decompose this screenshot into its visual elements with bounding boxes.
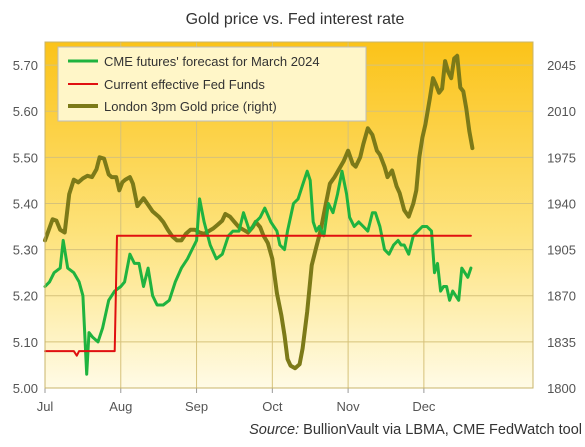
series-line-fed-funds xyxy=(44,234,472,357)
x-tick-label: Dec xyxy=(412,399,436,414)
legend-label-fed-funds: Current effective Fed Funds xyxy=(104,77,265,92)
y-right-tick-label: 2010 xyxy=(547,104,576,119)
y-left-tick-label: 5.00 xyxy=(13,381,38,396)
chart-title: Gold price vs. Fed interest rate xyxy=(186,11,405,28)
series-line-gold-price xyxy=(43,53,475,371)
y-right-tick-label: 1940 xyxy=(547,196,576,211)
y-left-tick-label: 5.70 xyxy=(13,58,38,73)
legend: CME futures' forecast for March 2024 Cur… xyxy=(57,46,367,122)
source-text: BullionVault via LBMA, CME FedWatch tool xyxy=(299,422,582,438)
legend-label-gold-price: London 3pm Gold price (right) xyxy=(104,99,277,114)
y-right-tick-label: 1975 xyxy=(547,150,576,165)
y-left-tick-label: 5.40 xyxy=(13,196,38,211)
series-layer xyxy=(43,53,475,376)
plot-frame xyxy=(44,41,534,389)
y-left-tick-label: 5.20 xyxy=(13,289,38,304)
y-left-tick-label: 5.10 xyxy=(13,335,38,350)
x-tick-label: Nov xyxy=(337,399,361,414)
y-left-tick-label: 5.60 xyxy=(13,104,38,119)
legend-box xyxy=(57,46,367,122)
y-right-tick-label: 1835 xyxy=(547,335,576,350)
source-label: Source: xyxy=(249,422,299,438)
x-tick-label: Jul xyxy=(37,399,54,414)
legend-label-cme-forecast: CME futures' forecast for March 2024 xyxy=(104,54,320,69)
x-tick-label: Sep xyxy=(185,399,208,414)
y-right-tick-label: 1870 xyxy=(547,289,576,304)
axis-layer: 5.00 5.10 5.20 5.30 5.40 5.50 5.60 5.70 1800 1835… xyxy=(13,41,576,414)
y-right-tick-label: 1800 xyxy=(547,381,576,396)
x-tick-label: Aug xyxy=(109,399,132,414)
source-credit: Source: BullionVault via LBMA, CME FedWa… xyxy=(249,422,582,438)
x-tick-label: Oct xyxy=(262,399,283,414)
series-line-cme-forecast xyxy=(43,169,473,376)
y-right-tick-label: 2045 xyxy=(547,58,576,73)
y-left-tick-label: 5.50 xyxy=(13,150,38,165)
y-right-tick-label: 1905 xyxy=(547,243,576,258)
y-left-tick-label: 5.30 xyxy=(13,243,38,258)
